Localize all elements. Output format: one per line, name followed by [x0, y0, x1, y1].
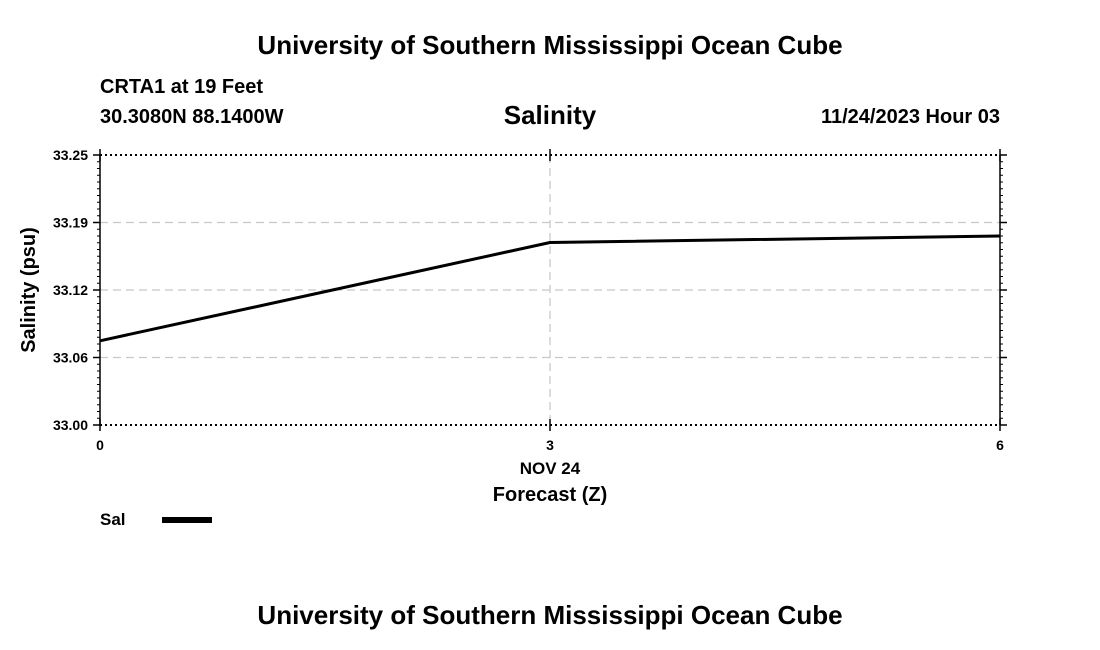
forecast-datetime: 11/24/2023 Hour 03 — [820, 106, 1000, 128]
footer-title: University of Southern Mississippi Ocean… — [257, 600, 843, 630]
series-line-sal — [99, 234, 1001, 343]
y-tick-label: 33.00 — [53, 417, 88, 433]
station-coordinates: 30.3080N 88.1400W — [100, 106, 284, 128]
x-axis-date-label: NOV 24 — [520, 459, 581, 478]
chart-title: Salinity — [503, 100, 597, 130]
x-tick-label: 3 — [546, 437, 554, 453]
y-tick-label: 33.12 — [53, 282, 88, 298]
y-tick-label: 33.19 — [53, 215, 88, 231]
x-axis-title: Forecast (Z) — [493, 484, 607, 506]
y-axis-title: Salinity (psu) — [18, 227, 40, 353]
legend-label: Sal — [100, 510, 126, 529]
legend-swatch — [162, 517, 212, 523]
y-tick-label: 33.25 — [53, 147, 88, 163]
station-label: CRTA1 at 19 Feet — [100, 76, 264, 98]
y-tick-label: 33.06 — [53, 350, 88, 366]
x-tick-label: 6 — [996, 437, 1004, 453]
x-tick-label: 0 — [96, 437, 104, 453]
main-title: University of Southern Mississippi Ocean… — [257, 30, 843, 60]
